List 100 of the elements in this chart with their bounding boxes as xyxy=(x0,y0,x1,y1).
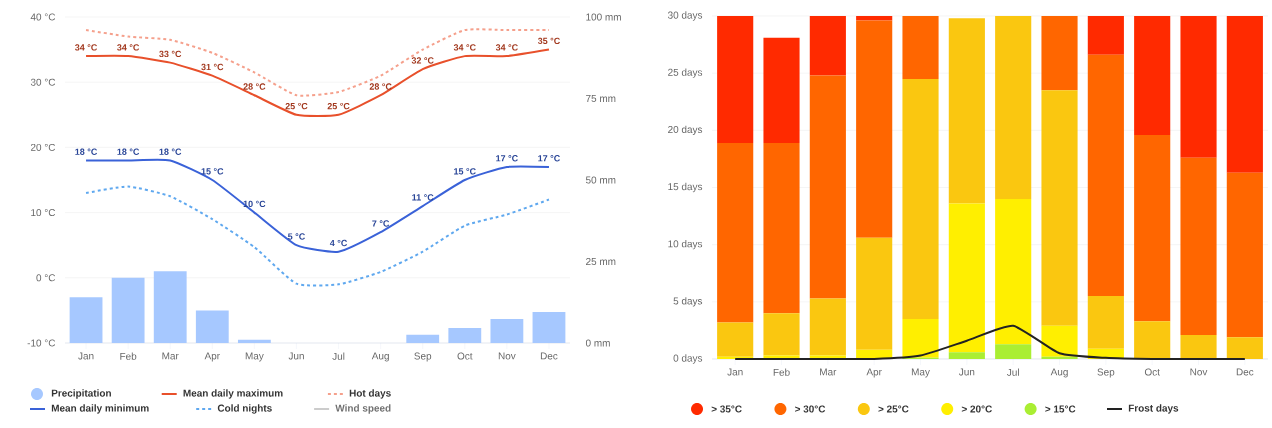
bar xyxy=(717,142,754,323)
y-tick-label: 10 days xyxy=(668,240,703,250)
x-tick-label: Dec xyxy=(1236,368,1254,376)
x-tick-label: Jul xyxy=(1006,368,1019,376)
bar xyxy=(532,312,566,343)
y-tick-label: 20 °C xyxy=(30,143,56,151)
bar xyxy=(809,298,846,356)
data-label: 28 °C xyxy=(243,83,266,90)
y2-tick-label: 25 mm xyxy=(586,257,616,266)
bar xyxy=(1134,134,1171,322)
x-tick-label: Apr xyxy=(204,352,220,362)
line-series xyxy=(734,324,1246,361)
x-tick-label: Feb xyxy=(120,352,137,360)
y-tick-label: 25 days xyxy=(668,68,703,78)
y-tick-label: 5 days xyxy=(673,297,703,307)
bar xyxy=(1041,90,1078,326)
x-tick-label: May xyxy=(245,352,264,362)
bar xyxy=(856,20,893,238)
bar xyxy=(763,142,800,314)
bar xyxy=(195,310,229,343)
y-tick-label: 15 days xyxy=(668,182,703,193)
bar xyxy=(763,37,800,143)
bar xyxy=(717,322,754,357)
x-tick-label: Mar xyxy=(820,368,837,376)
bar xyxy=(237,339,271,343)
legend-label: > 30°C xyxy=(795,405,826,413)
data-label: 7 °C xyxy=(372,220,390,227)
bar xyxy=(902,318,939,358)
x-tick-label: Oct xyxy=(1144,368,1160,376)
bar xyxy=(948,18,985,204)
y-tick-label: 30 °C xyxy=(30,78,56,86)
x-tick-label: Apr xyxy=(866,368,882,378)
y-tick-label: 30 days xyxy=(667,11,703,21)
bar xyxy=(1226,172,1263,338)
x-tick-label: Sep xyxy=(414,352,432,362)
bar xyxy=(948,203,985,353)
y2-tick-label: 75 mm xyxy=(586,95,616,102)
data-label: 34 °C xyxy=(117,44,140,51)
data-label: 25 °C xyxy=(327,102,350,110)
legend-label: Hot days xyxy=(349,389,391,399)
data-label: 31 °C xyxy=(201,63,224,71)
x-tick-label: Jan xyxy=(727,368,743,376)
x-tick-label: Oct xyxy=(457,352,473,360)
bar xyxy=(1041,16,1078,91)
y-tick-label: 40 °C xyxy=(30,13,56,21)
bar xyxy=(69,297,103,343)
bar xyxy=(1134,16,1171,135)
data-label: 34 °C xyxy=(453,44,476,51)
data-label: 5 °C xyxy=(287,233,305,240)
data-label: 32 °C xyxy=(411,57,434,64)
y2-tick-label: 100 mm xyxy=(586,13,621,21)
bar xyxy=(111,277,145,343)
bar xyxy=(1180,16,1217,158)
bar xyxy=(995,16,1032,199)
legend-label: Mean daily maximum xyxy=(183,389,283,399)
data-label: 15 °C xyxy=(201,168,224,175)
legend-label: > 20°C xyxy=(961,405,992,413)
data-label: 10 °C xyxy=(243,200,266,208)
bar xyxy=(1087,296,1124,349)
legend-label: Precipitation xyxy=(51,389,111,399)
x-tick-label: Nov xyxy=(1190,368,1208,376)
data-label: 34 °C xyxy=(74,44,98,51)
data-label: 11 °C xyxy=(412,194,434,201)
x-tick-label: Jun xyxy=(958,368,975,376)
bar xyxy=(1087,16,1124,55)
y-tick-label: -10 °C xyxy=(27,339,56,347)
bar xyxy=(948,352,985,359)
line-series xyxy=(85,28,550,97)
bar xyxy=(1180,334,1217,359)
bar xyxy=(153,271,187,343)
y-tick-label: 0 °C xyxy=(36,274,56,282)
x-tick-label: Sep xyxy=(1097,368,1115,378)
line-series xyxy=(85,185,550,287)
bar xyxy=(1134,321,1171,359)
x-tick-label: Feb xyxy=(773,368,790,376)
bar xyxy=(490,318,524,343)
y-tick-label: 20 days xyxy=(668,125,703,135)
x-tick-label: Nov xyxy=(498,352,516,360)
legend-label: Cold nights xyxy=(217,404,272,414)
bar xyxy=(809,16,846,76)
x-tick-label: May xyxy=(911,368,930,378)
y-tick-label: 0 days xyxy=(673,354,703,364)
x-tick-label: Jun xyxy=(288,352,304,360)
x-tick-label: Mar xyxy=(162,352,179,360)
bar xyxy=(448,328,482,343)
bar xyxy=(1226,337,1263,359)
data-label: 15 °C xyxy=(454,168,476,175)
bar xyxy=(995,198,1032,345)
data-label: 4 °C xyxy=(329,239,348,247)
data-label: 18 °C xyxy=(75,148,98,155)
data-label: 17 °C xyxy=(538,155,560,162)
legend-label: > 25°C xyxy=(878,405,909,413)
data-label: 18 °C xyxy=(117,148,140,155)
bar xyxy=(1087,54,1124,297)
legend-label: Wind speed xyxy=(335,404,391,414)
x-tick-label: Aug xyxy=(1050,368,1068,378)
bar xyxy=(763,313,800,356)
x-tick-label: Aug xyxy=(371,352,389,362)
bar xyxy=(717,16,754,143)
data-label: 33 °C xyxy=(159,50,182,58)
